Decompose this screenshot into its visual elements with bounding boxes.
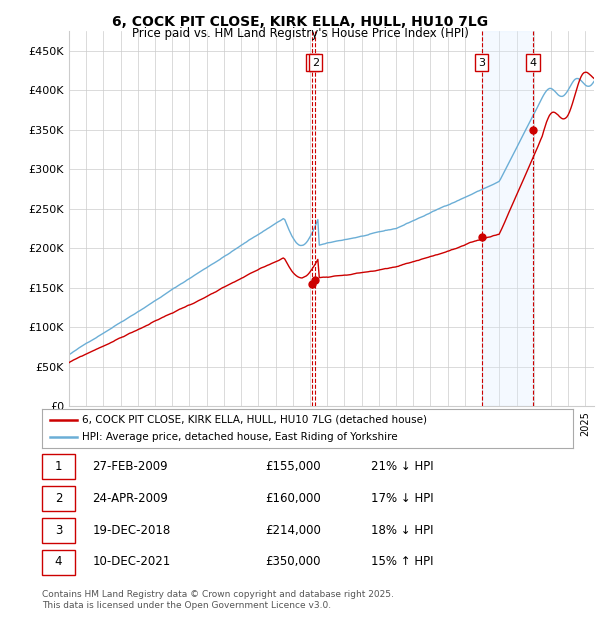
Text: 2: 2 [55, 492, 62, 505]
Text: 2: 2 [312, 58, 319, 68]
FancyBboxPatch shape [42, 486, 75, 512]
Text: 19-DEC-2018: 19-DEC-2018 [92, 524, 170, 537]
FancyBboxPatch shape [42, 454, 75, 479]
FancyBboxPatch shape [42, 550, 75, 575]
Text: 18% ↓ HPI: 18% ↓ HPI [371, 524, 434, 537]
Text: 4: 4 [529, 58, 536, 68]
Text: £214,000: £214,000 [265, 524, 321, 537]
Text: 17% ↓ HPI: 17% ↓ HPI [371, 492, 434, 505]
Text: 27-FEB-2009: 27-FEB-2009 [92, 460, 168, 473]
Text: Price paid vs. HM Land Registry's House Price Index (HPI): Price paid vs. HM Land Registry's House … [131, 27, 469, 40]
Text: 15% ↑ HPI: 15% ↑ HPI [371, 556, 434, 569]
Text: 3: 3 [55, 524, 62, 537]
Text: 6, COCK PIT CLOSE, KIRK ELLA, HULL, HU10 7LG: 6, COCK PIT CLOSE, KIRK ELLA, HULL, HU10… [112, 16, 488, 30]
Text: Contains HM Land Registry data © Crown copyright and database right 2025.
This d: Contains HM Land Registry data © Crown c… [42, 590, 394, 609]
Text: £350,000: £350,000 [265, 556, 320, 569]
Text: 10-DEC-2021: 10-DEC-2021 [92, 556, 170, 569]
Text: £160,000: £160,000 [265, 492, 321, 505]
Bar [482, 31, 533, 406]
Text: 3: 3 [478, 58, 485, 68]
Text: 1: 1 [309, 58, 316, 68]
FancyBboxPatch shape [42, 518, 75, 543]
Text: 1: 1 [55, 460, 62, 473]
Text: £155,000: £155,000 [265, 460, 320, 473]
Text: HPI: Average price, detached house, East Riding of Yorkshire: HPI: Average price, detached house, East… [82, 432, 397, 442]
Text: 6, COCK PIT CLOSE, KIRK ELLA, HULL, HU10 7LG (detached house): 6, COCK PIT CLOSE, KIRK ELLA, HULL, HU10… [82, 415, 427, 425]
Text: 21% ↓ HPI: 21% ↓ HPI [371, 460, 434, 473]
Text: 24-APR-2009: 24-APR-2009 [92, 492, 169, 505]
Text: 4: 4 [55, 556, 62, 569]
